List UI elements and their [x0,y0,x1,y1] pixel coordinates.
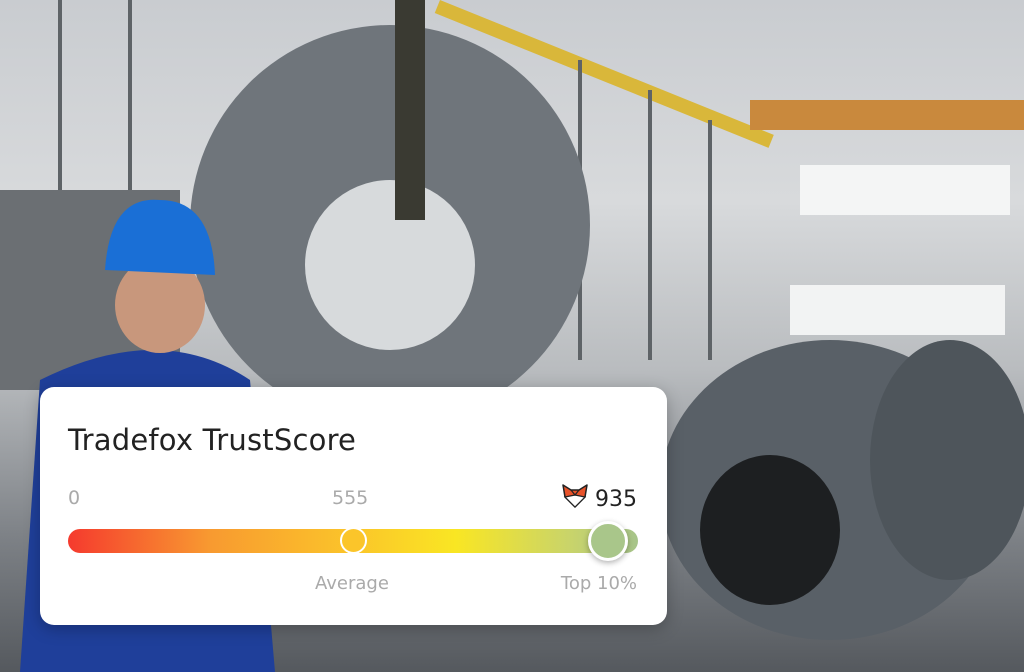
score-display: 935 [561,483,637,515]
card-title: Tradefox TrustScore [68,423,357,457]
average-label: Average [315,573,389,594]
min-label: 0 [68,487,81,509]
trustscore-card: Tradefox TrustScore 0 555 935 Average To… [40,387,667,625]
fox-icon [561,483,589,515]
score-marker [588,521,628,561]
score-value: 935 [595,486,637,512]
average-value: 555 [332,487,369,509]
top-label: Top 10% [560,573,637,594]
average-marker [340,527,367,554]
